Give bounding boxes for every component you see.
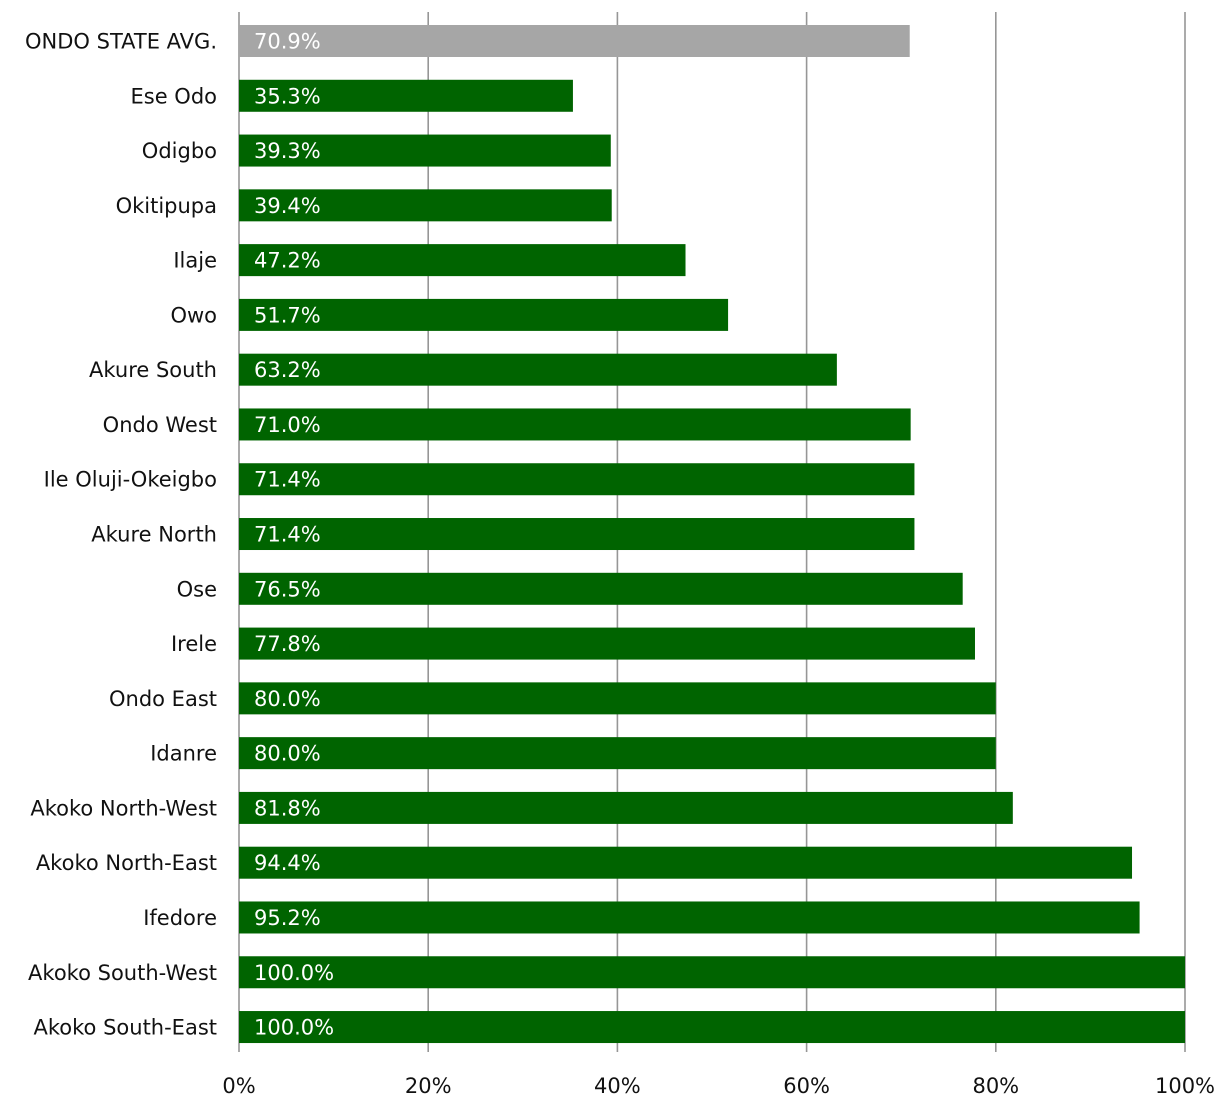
data-label: 70.9%: [254, 30, 321, 54]
data-label: 39.4%: [254, 194, 321, 218]
x-axis: 0% 20% 40% 60% 80% 100%: [222, 1074, 1215, 1098]
data-label: 47.2%: [254, 249, 321, 273]
x-tick-label: 60%: [783, 1074, 830, 1097]
bar: [239, 134, 611, 167]
category-label: Idanre: [150, 742, 217, 766]
data-label: 77.8%: [254, 632, 321, 656]
category-label: Akure South: [89, 358, 217, 382]
data-label: 39.3%: [254, 139, 321, 163]
data-label: 80.0%: [254, 742, 321, 766]
category-label: Akoko South-East: [34, 1016, 217, 1040]
bar: [239, 298, 729, 331]
bar: [239, 901, 1140, 934]
bar: [239, 682, 996, 715]
average-bar: [239, 25, 910, 57]
bar: [239, 518, 915, 551]
data-label: 100.0%: [254, 1016, 334, 1040]
data-label: 95.2%: [254, 906, 321, 930]
bar: [239, 846, 1133, 879]
category-labels: ONDO STATE AVG. Ese Odo Odigbo Okitipupa Ila…: [25, 30, 217, 1040]
bar: [239, 189, 612, 222]
data-label: 63.2%: [254, 358, 321, 382]
category-label: Ilaje: [173, 249, 217, 273]
bar: [239, 79, 573, 112]
data-label: 71.4%: [254, 523, 321, 547]
bar: [239, 1011, 1185, 1044]
data-label: 80.0%: [254, 687, 321, 711]
data-label: 94.4%: [254, 851, 321, 875]
category-label: Owo: [170, 303, 217, 327]
x-tick-label: 80%: [972, 1074, 1019, 1097]
category-label: Irele: [171, 632, 217, 656]
bar: [239, 627, 975, 660]
category-label: Odigbo: [142, 139, 217, 163]
data-label: 81.8%: [254, 796, 321, 820]
category-label: Ondo East: [109, 687, 217, 711]
bar: [239, 353, 837, 386]
bar: [239, 463, 915, 496]
bar: [239, 408, 911, 441]
bar: [239, 572, 963, 605]
data-label: 51.7%: [254, 303, 321, 327]
bar: [239, 244, 686, 277]
bar: [239, 956, 1185, 989]
data-label: 71.4%: [254, 468, 321, 492]
bar: [239, 737, 996, 770]
data-label: 76.5%: [254, 577, 321, 601]
category-label: Akoko North-West: [30, 796, 217, 820]
data-label: 35.3%: [254, 84, 321, 108]
category-label: Ose: [177, 577, 217, 601]
x-tick-label: 0%: [222, 1074, 255, 1097]
x-tick-label: 40%: [594, 1074, 641, 1097]
category-label: Ondo West: [103, 413, 217, 437]
category-label: Akure North: [91, 523, 217, 547]
bars: 70.9% 35.3% 39.3% 39.4% 47.2% 51.7% 63.2% 71.0%…: [239, 25, 1185, 1044]
category-label: Ile Oluji-Okeigbo: [44, 468, 217, 492]
bar: [239, 791, 1013, 824]
x-tick-label: 100%: [1155, 1074, 1215, 1097]
category-label: Akoko North-East: [36, 851, 217, 875]
category-label: ONDO STATE AVG.: [25, 30, 217, 54]
category-label: Akoko South-West: [28, 961, 217, 985]
category-label: Okitipupa: [116, 194, 217, 218]
data-label: 100.0%: [254, 961, 334, 985]
data-label: 71.0%: [254, 413, 321, 437]
category-label: Ese Odo: [130, 84, 217, 108]
category-label: Ifedore: [143, 906, 217, 930]
x-tick-label: 20%: [405, 1074, 452, 1097]
